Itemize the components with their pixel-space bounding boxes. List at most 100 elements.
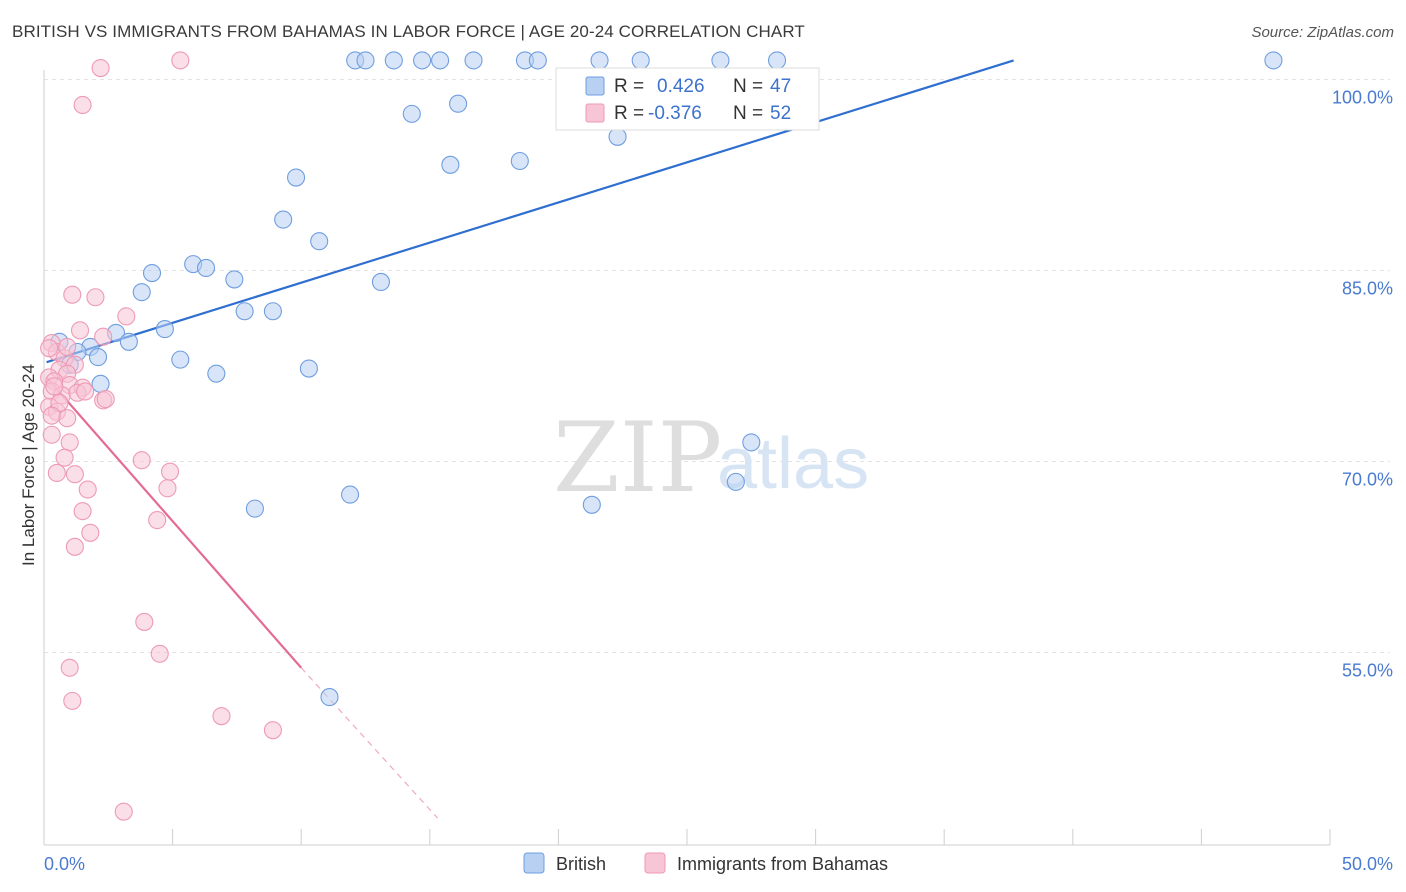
x-tick-labels: 0.0% 50.0% — [44, 854, 1393, 874]
data-point-british — [88, 348, 108, 367]
y-tick-label: 100.0% — [1332, 88, 1393, 108]
data-point-british — [287, 168, 306, 187]
data-point-bahamas — [81, 523, 100, 542]
watermark-zip: ZIP — [553, 402, 722, 514]
legend-swatch-bahamas — [644, 852, 666, 874]
data-point-bahamas — [55, 448, 74, 467]
data-point-bahamas — [171, 51, 190, 70]
data-point-british — [464, 51, 483, 70]
data-point-bahamas — [58, 337, 77, 356]
data-point-british — [1264, 51, 1283, 70]
stats-r-value-bahamas: -0.376 — [648, 103, 702, 124]
data-point-british — [207, 364, 226, 383]
data-point-british — [431, 51, 450, 70]
data-point-british — [510, 151, 529, 171]
data-point-british — [274, 210, 293, 229]
data-point-bahamas — [76, 382, 95, 401]
data-point-british — [449, 94, 468, 113]
data-point-british — [711, 51, 730, 70]
data-point-british — [371, 272, 390, 292]
data-point-british — [310, 232, 329, 251]
data-point-bahamas — [96, 390, 115, 409]
data-point-bahamas — [94, 327, 113, 346]
data-point-british — [320, 688, 339, 707]
trend-line-british — [46, 59, 1014, 364]
data-point-bahamas — [60, 433, 79, 452]
chart-title: BRITISH VS IMMIGRANTS FROM BAHAMAS IN LA… — [12, 22, 805, 41]
y-axis-label: In Labor Force | Age 20-24 — [19, 364, 38, 566]
stats-r-label-bahamas: R = — [614, 103, 644, 124]
data-point-bahamas — [47, 463, 66, 483]
data-point-british — [767, 51, 787, 70]
data-point-bahamas — [63, 691, 82, 710]
axes — [43, 70, 1331, 846]
stats-box: R = 0.426 N = 47 R = -0.376 N = 52 — [555, 67, 820, 131]
data-point-british — [235, 302, 254, 321]
stats-n-value-bahamas: 52 — [770, 103, 791, 124]
stats-n-label-british: N = — [733, 76, 763, 97]
x-tick-label: 50.0% — [1342, 854, 1393, 874]
data-point-bahamas — [135, 612, 154, 631]
legend-swatch-british — [523, 852, 545, 874]
data-point-british — [142, 263, 162, 283]
stats-swatch-bahamas — [585, 103, 605, 123]
data-point-british — [119, 332, 138, 351]
legend-label-bahamas: Immigrants from Bahamas — [677, 854, 888, 874]
y-tick-labels: 55.0% 70.0% 85.0% 100.0% — [1332, 88, 1393, 681]
stats-n-label-bahamas: N = — [733, 103, 763, 124]
legend: British Immigrants from Bahamas — [523, 852, 888, 874]
data-point-british — [608, 127, 627, 146]
data-point-bahamas — [114, 802, 133, 821]
data-point-british — [631, 51, 650, 70]
data-point-british — [225, 270, 244, 289]
x-tick-label: 0.0% — [44, 854, 85, 874]
watermark: ZIP atlas — [553, 402, 869, 514]
data-point-bahamas — [150, 644, 169, 663]
data-point-bahamas — [263, 721, 282, 740]
y-tick-label: 85.0% — [1342, 279, 1393, 299]
data-point-british — [263, 302, 282, 321]
trend-line-bahamas — [45, 376, 303, 669]
data-point-british — [384, 51, 403, 70]
data-point-british — [245, 499, 264, 518]
gridlines — [44, 79, 1390, 653]
source-credit: Source: ZipAtlas.com — [1251, 24, 1394, 41]
data-point-bahamas — [73, 502, 92, 521]
data-point-british — [132, 283, 151, 302]
data-point-british — [742, 433, 761, 452]
data-point-british — [299, 359, 318, 378]
data-point-bahamas — [42, 406, 61, 425]
data-point-bahamas — [65, 465, 84, 484]
data-point-bahamas — [78, 480, 97, 499]
watermark-atlas: atlas — [717, 424, 869, 504]
data-point-british — [726, 472, 745, 491]
data-point-bahamas — [132, 451, 151, 470]
data-point-british — [196, 258, 216, 278]
y-tick-label: 55.0% — [1342, 661, 1393, 681]
data-point-bahamas — [65, 537, 84, 556]
data-point-british — [91, 374, 110, 393]
data-point-bahamas — [158, 479, 177, 498]
data-point-british — [441, 155, 460, 174]
data-point-british — [528, 51, 547, 70]
stats-r-label-british: R = — [614, 76, 644, 97]
data-point-bahamas — [148, 511, 167, 530]
data-point-bahamas — [212, 707, 231, 726]
data-point-bahamas — [70, 321, 90, 340]
y-tick-label: 70.0% — [1342, 470, 1393, 490]
data-point-bahamas — [160, 462, 180, 481]
legend-label-british: British — [556, 854, 606, 874]
data-point-british — [341, 485, 360, 504]
data-point-british — [356, 51, 375, 70]
data-point-british — [171, 350, 190, 369]
data-point-bahamas — [40, 339, 59, 358]
stats-swatch-british — [585, 76, 605, 96]
data-point-british — [590, 51, 609, 70]
data-point-bahamas — [91, 58, 110, 78]
stats-n-value-british: 47 — [770, 76, 791, 97]
data-point-bahamas — [42, 425, 61, 444]
stats-r-value-british: 0.426 — [657, 76, 705, 97]
data-point-bahamas — [117, 307, 136, 326]
data-point-bahamas — [60, 658, 79, 677]
